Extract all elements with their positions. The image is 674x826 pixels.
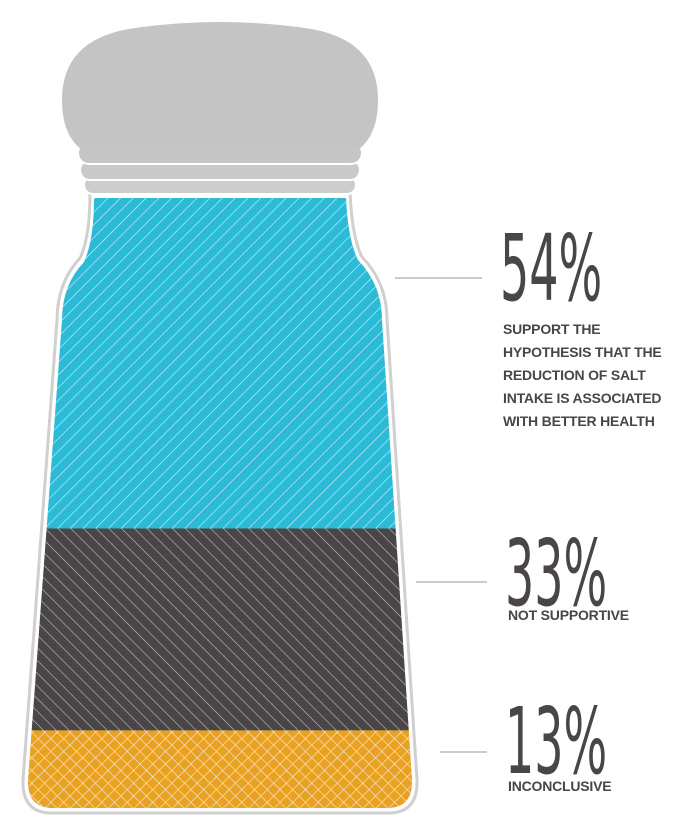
segment-pattern xyxy=(27,198,413,529)
value-label: 54% xyxy=(500,215,602,323)
category-label: NOT SUPPORTIVE xyxy=(508,607,629,623)
segment-pattern xyxy=(27,730,413,808)
cap xyxy=(62,22,378,150)
value-label: 13% xyxy=(505,688,607,796)
shaker-fill xyxy=(27,198,413,808)
value-label: 33% xyxy=(505,520,607,628)
segment-pattern xyxy=(27,528,413,731)
category-label: INCONCLUSIVE xyxy=(508,778,612,794)
category-label: SUPPORT THE HYPOTHESIS THAT THE REDUCTIO… xyxy=(503,321,662,429)
